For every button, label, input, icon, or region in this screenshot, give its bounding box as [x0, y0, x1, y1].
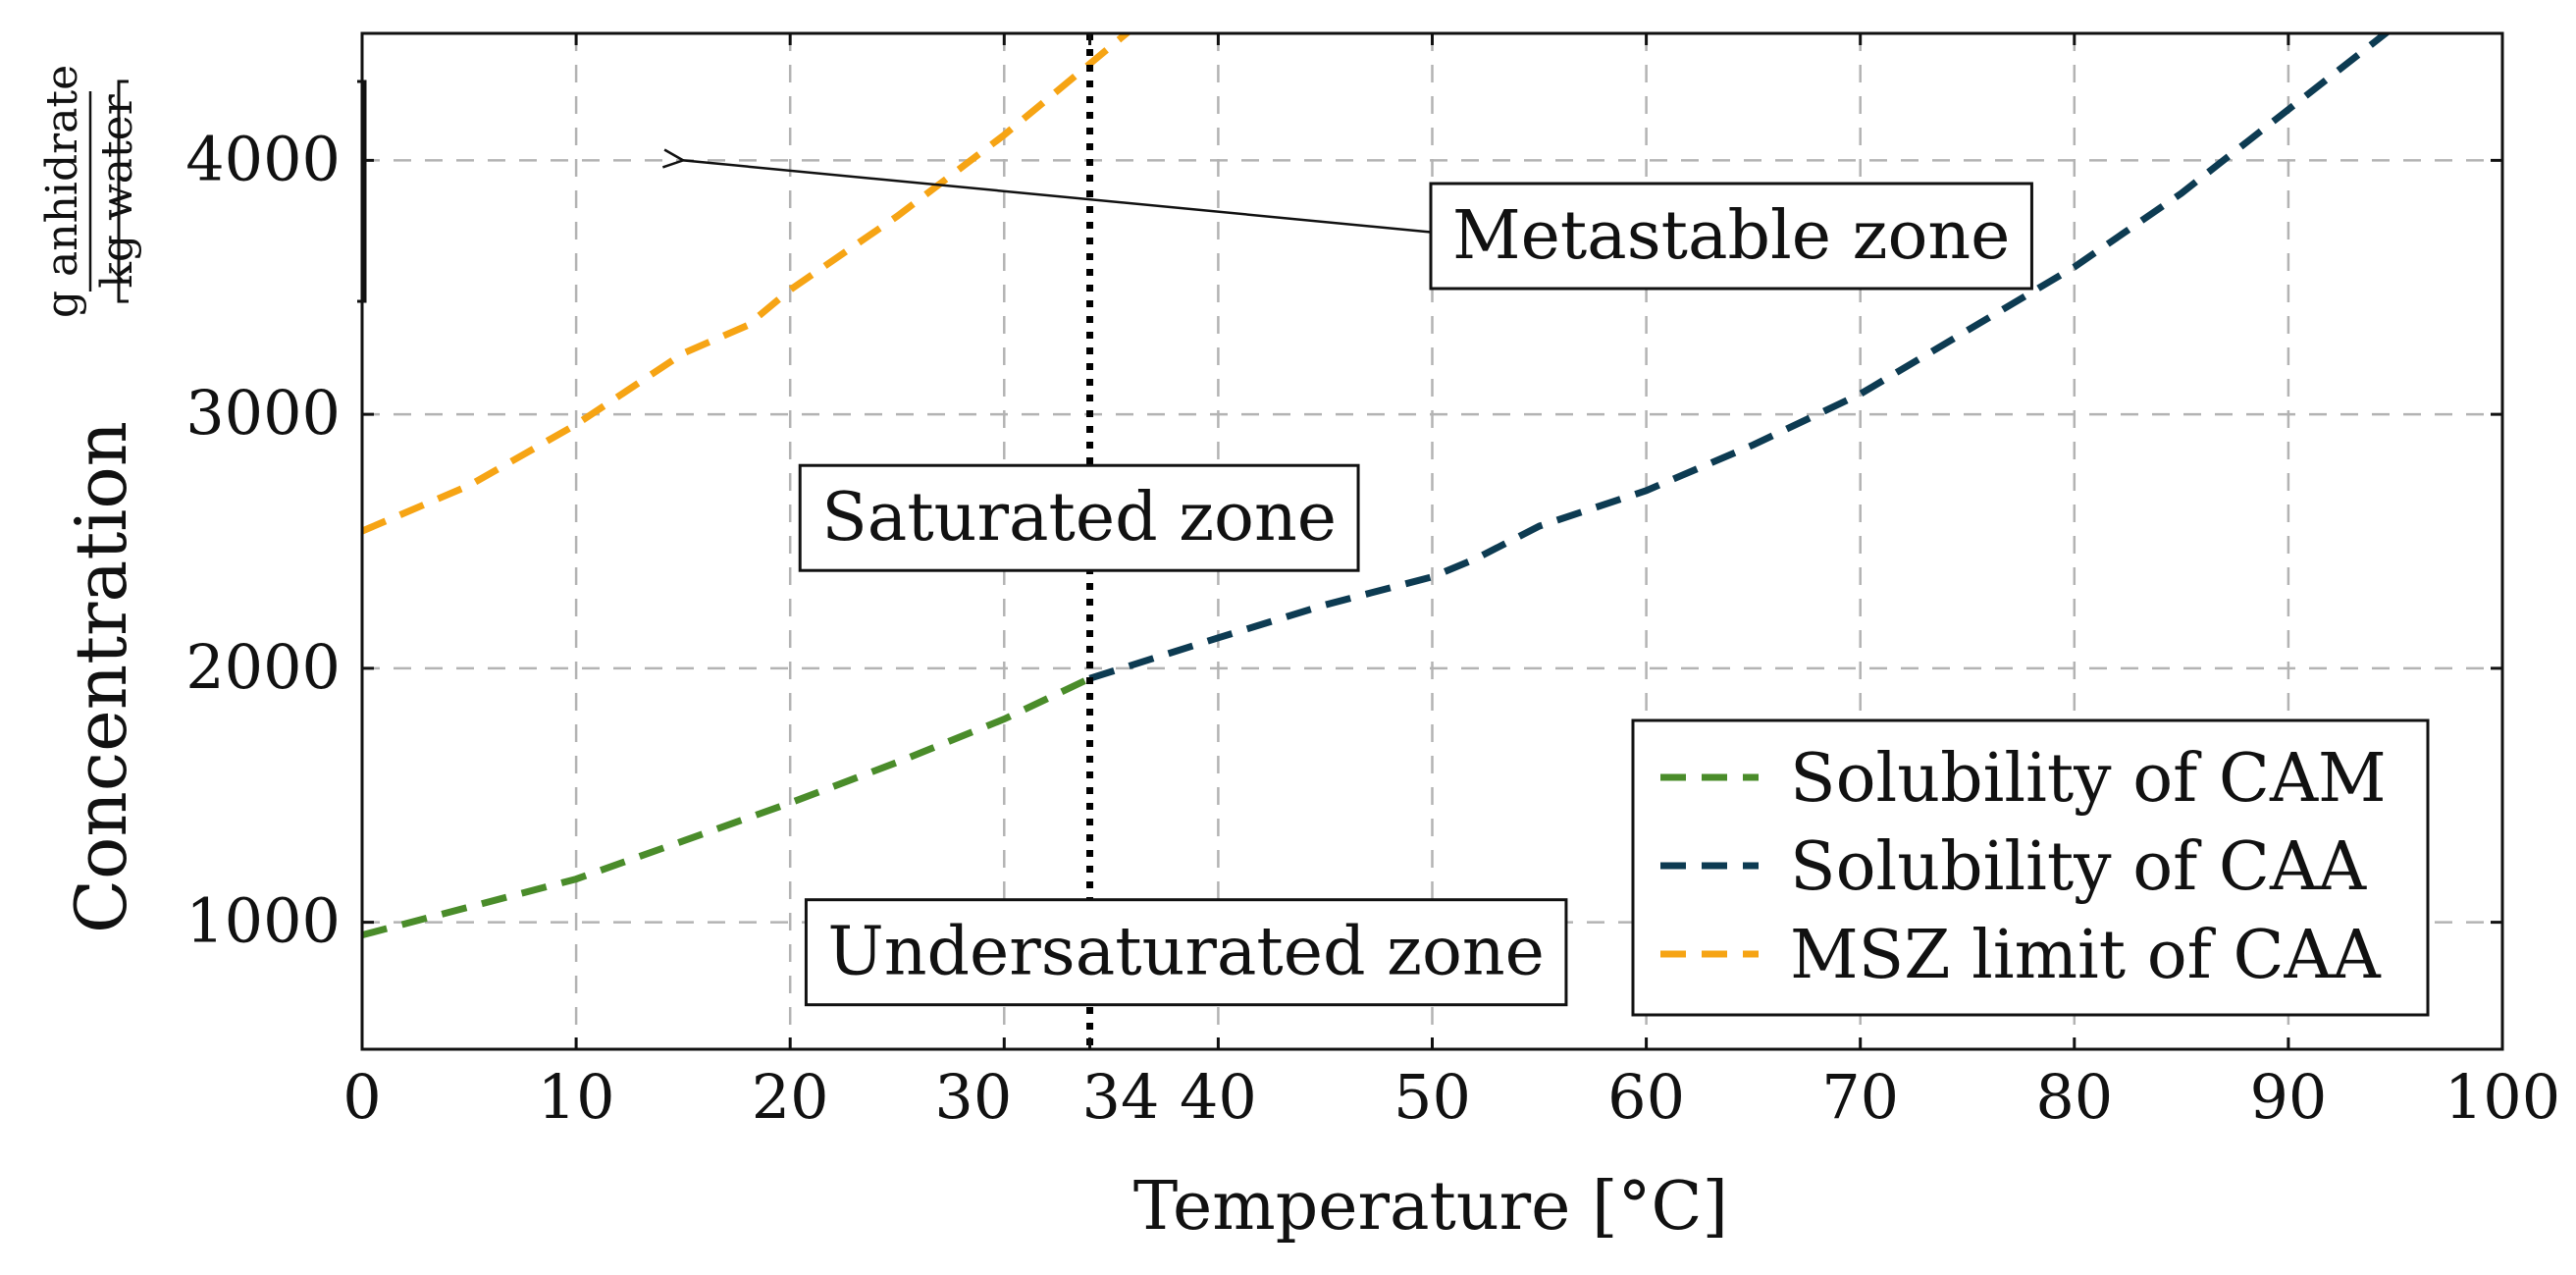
x-tick-label-60: 60	[1607, 1061, 1685, 1133]
x-tick-label-90: 90	[2249, 1061, 2327, 1133]
x-tick-label-70: 70	[1821, 1061, 1899, 1133]
data-series	[362, 33, 2392, 938]
y-axis-unit: g anhidrate kg water	[37, 65, 367, 318]
legend-label-solubility-of-cam: Solubility of CAM	[1790, 740, 2387, 818]
legend-label-msz-limit-of-caa: MSZ limit of CAA	[1790, 917, 2382, 994]
annotation-saturated-zone: Saturated zone	[798, 463, 1360, 572]
x-tick-label-0: 0	[342, 1061, 381, 1133]
y-axis-label: Concentration	[60, 421, 142, 933]
axis-ticks: 0 10 20 30 34 40 50 60 70 80 90 100 1000 2000 3000 4000	[185, 33, 2560, 1133]
annotation-metastable-zone: Metastable zone	[1429, 182, 2033, 291]
y-tick-label-3000: 3000	[185, 377, 341, 449]
x-tick-label-50: 50	[1393, 1061, 1471, 1133]
series-line-solubility-of-caa	[1088, 33, 2392, 682]
x-tick-label-100: 100	[2445, 1061, 2560, 1133]
y-unit-denominator: kg water	[92, 93, 142, 288]
annotation-box	[1429, 182, 2033, 291]
right-bracket	[357, 80, 367, 303]
annotation-box	[798, 463, 1360, 572]
x-tick-label-40: 40	[1180, 1061, 1257, 1133]
series-line-solubility-of-cam	[362, 675, 1092, 938]
legend: Solubility of CAM Solubility of CAA MSZ li…	[1631, 718, 2430, 1017]
annotation-box	[804, 898, 1568, 1007]
x-tick-label-80: 80	[2035, 1061, 2113, 1133]
y-unit-numerator: g anhidrate	[37, 65, 87, 318]
annotation-label: Metastable zone	[1452, 197, 2010, 275]
x-tick-label-34: 34	[1082, 1061, 1160, 1133]
y-tick-label-2000: 2000	[185, 631, 341, 703]
series-line-msz-limit-of-caa	[362, 33, 1132, 535]
annotations: Metastable zone Saturated zone Undersatura…	[683, 160, 2033, 1007]
legend-box	[1631, 718, 2430, 1017]
x-tick-label-20: 20	[752, 1061, 829, 1133]
y-axis-label-group: Concentration g anhidrate kg water	[37, 65, 367, 933]
annotation-label: Undersaturated zone	[827, 914, 1545, 991]
y-tick-label-4000: 4000	[185, 123, 341, 194]
left-bracket	[117, 80, 129, 303]
annotation-undersaturated-zone: Undersaturated zone	[804, 898, 1568, 1007]
legend-label-solubility-of-caa: Solubility of CAA	[1790, 828, 2367, 906]
y-tick-label-1000: 1000	[185, 885, 341, 957]
x-tick-label-30: 30	[934, 1061, 1012, 1133]
x-tick-label-10: 10	[538, 1061, 615, 1133]
annotation-label: Saturated zone	[821, 479, 1337, 557]
annotation-arrow	[683, 160, 1432, 234]
x-axis-label: Temperature [°C]	[1133, 1168, 1728, 1246]
